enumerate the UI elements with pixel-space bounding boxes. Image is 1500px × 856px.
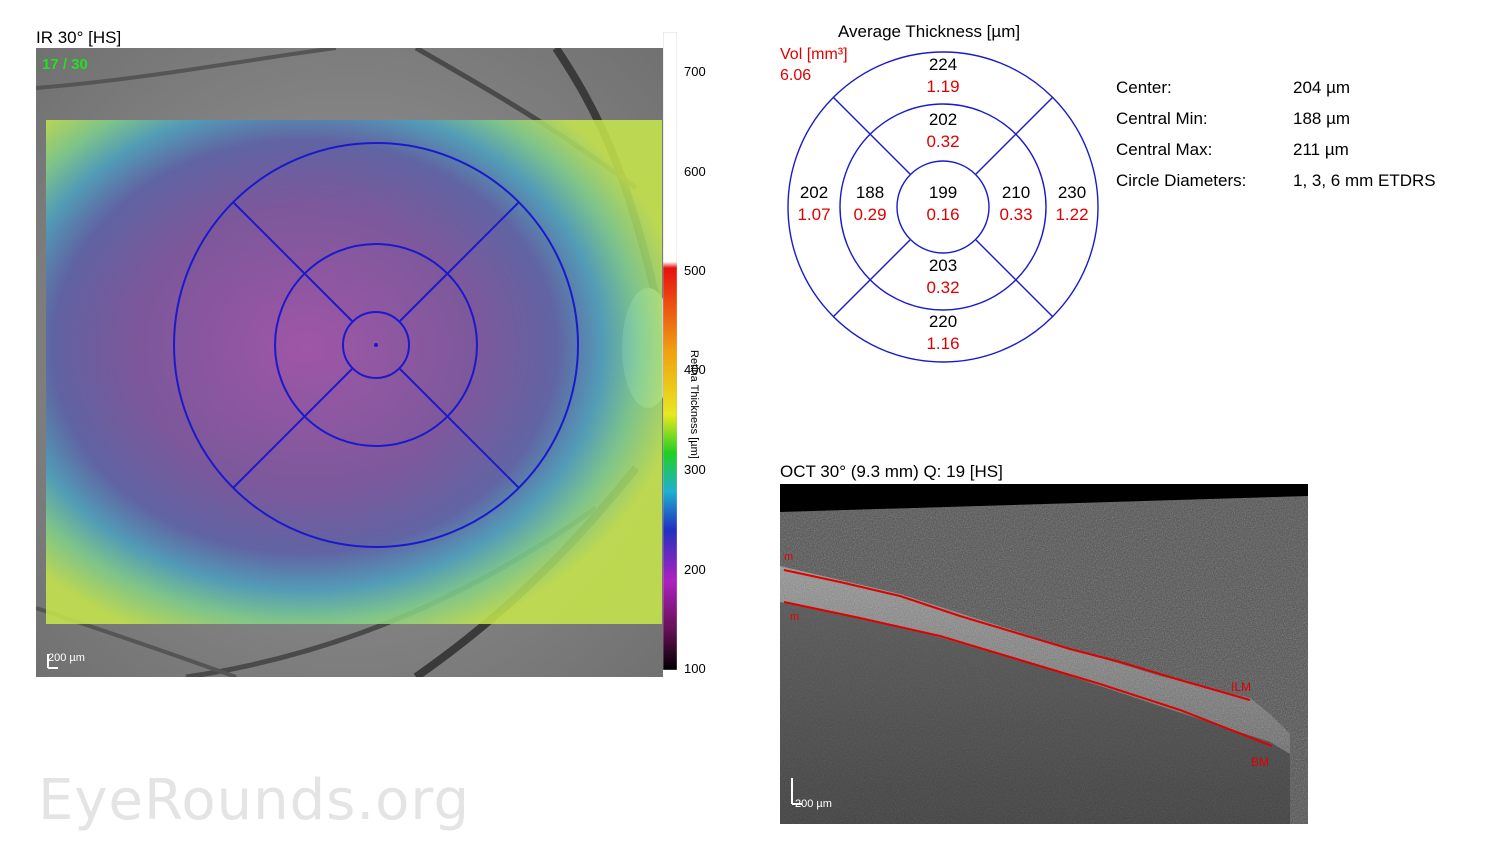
volume-label: Vol [mm³] 6.06 [780,46,848,84]
sector-outer-nasal: 230 1.22 [1055,183,1089,224]
stat-central-min: Central Min: 188 µm [1116,109,1351,128]
oct-scale-label: 200 µm [795,798,832,810]
oct-ilm-label: ILM [1231,680,1252,694]
colorbar-tick: 400 [684,362,706,377]
oct-bm-label: BM [1251,755,1269,769]
oct-title: OCT 30° (9.3 mm) Q: 19 [HS] [780,462,1003,481]
stat-center: Center: 204 µm [1116,78,1351,97]
colorbar-tick: 200 [684,562,706,577]
etdrs-title: Average Thickness [µm] [838,22,1021,41]
sector-center: 199 0.16 [926,183,960,224]
watermark-logo: EyeRounds.org [38,768,470,833]
sector-inner-temporal: 188 0.29 [853,183,887,224]
colorbar-tick: 600 [684,164,706,179]
sector-outer-inferior: 220 1.16 [926,312,960,353]
oct-segment-label-left-bottom: m [790,611,800,623]
volume-total: 6.06 [780,67,812,84]
colorbar-label: Retina Thickness [µm] [688,350,700,459]
colorbar-tick: 500 [684,263,706,278]
sector-outer-superior: 224 1.19 [926,55,960,96]
sector-inner-superior: 202 0.32 [926,110,960,151]
sector-inner-inferior: 203 0.32 [926,256,960,297]
stat-circle-diameters: Circle Diameters: 1, 3, 6 mm ETDRS [1116,171,1436,190]
fundus-image [36,48,663,677]
fundus-scale-label: 200 µm [48,652,85,664]
oct-bscan-image [780,484,1308,824]
colorbar-tick: 100 [684,661,706,676]
thickness-stats: Center: 204 µm Central Min: 188 µm Central… [1116,72,1436,196]
sector-inner-nasal: 210 0.33 [999,183,1033,224]
fundus-title: IR 30° [HS] [36,28,122,47]
oct-segment-label-left-top: m [784,551,794,563]
colorbar-tick: 300 [684,462,706,477]
sector-outer-temporal: 202 1.07 [797,183,831,224]
colorbar-tick: 700 [684,64,706,79]
thickness-colorbar [662,31,678,671]
etdrs-grid [780,44,1110,374]
stat-central-max: Central Max: 211 µm [1116,140,1349,159]
scan-count: 17 / 30 [42,56,88,73]
